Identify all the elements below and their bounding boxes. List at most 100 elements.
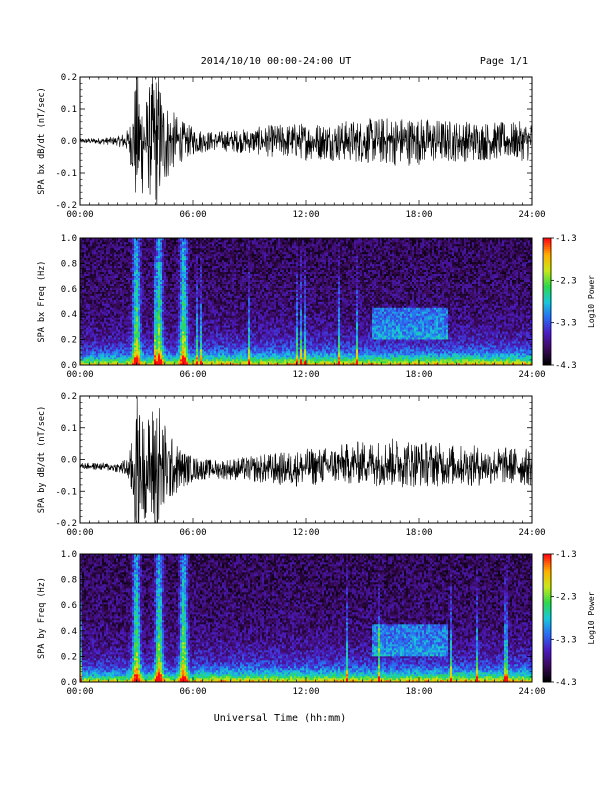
spectrogram-cell: [110, 349, 113, 352]
spectrogram-cell: [142, 251, 145, 255]
spectrogram-cell: [118, 261, 121, 265]
spectrogram-cell: [146, 283, 149, 286]
spectrogram-cell: [224, 359, 227, 362]
spectrogram-cell: [146, 305, 149, 308]
spectrogram-cell: [120, 309, 123, 312]
spectrogram-cell: [210, 317, 213, 320]
spectrogram-cell: [162, 357, 165, 360]
spectrogram-cell: [128, 285, 131, 288]
spectrogram-cell: [226, 265, 229, 269]
spectrogram-cell: [216, 265, 219, 269]
spectrogram-cell: [178, 281, 181, 284]
spectrogram-cell: [158, 321, 161, 324]
spectrogram-cell: [218, 271, 221, 275]
spectrogram-cell: [226, 275, 229, 278]
spectrogram-cell: [168, 299, 171, 302]
spectrogram-cell: [184, 253, 187, 257]
spectrogram-cell: [186, 263, 189, 267]
spectrogram-cell: [132, 309, 135, 312]
spectrogram-cell: [196, 327, 199, 330]
spectrogram-cell: [142, 317, 145, 320]
spectrogram-cell: [118, 249, 121, 253]
spectrogram-cell: [208, 297, 211, 300]
spectrogram-cell: [180, 287, 183, 290]
spectrogram-cell: [92, 359, 95, 362]
spectrogram-cell: [226, 243, 229, 247]
spectrogram-cell: [120, 315, 123, 318]
spectrogram-cell: [162, 359, 165, 362]
spectrogram-cell: [104, 261, 107, 265]
spectrogram-cell: [82, 261, 85, 265]
spectrogram-cell: [172, 313, 175, 316]
spectrogram-cell: [90, 297, 93, 300]
spectrogram-cell: [222, 255, 225, 259]
spectrogram-cell: [104, 277, 107, 280]
spectrogram-cell: [170, 295, 173, 298]
spectrogram-cell: [140, 285, 143, 288]
spectrogram-cell: [192, 283, 195, 286]
spectrogram-cell: [80, 335, 83, 338]
spectrogram-cell: [90, 337, 93, 340]
spectrogram-cell: [142, 307, 145, 310]
spectrogram-cell: [206, 277, 209, 280]
spectrogram-cell: [222, 269, 225, 273]
spectrogram-cell: [190, 289, 193, 292]
spectrogram-cell: [124, 238, 127, 241]
spectrogram-cell: [82, 343, 85, 346]
spectrogram-cell: [150, 309, 153, 312]
spectrogram-cell: [168, 317, 171, 320]
spectrogram-cell: [218, 289, 221, 292]
spectrogram-cell: [94, 295, 97, 298]
spectrogram-cell: [196, 287, 199, 290]
spectrogram-cell: [228, 275, 231, 278]
spectrogram-cell: [106, 353, 109, 356]
spectrogram-cell: [80, 363, 83, 365]
spectrogram-cell: [222, 291, 225, 294]
spectrogram-cell: [116, 263, 119, 267]
spectrogram-cell: [188, 267, 191, 271]
spectrogram-cell: [218, 299, 221, 302]
spectrogram-cell: [84, 305, 87, 308]
spectrogram-cell: [138, 267, 141, 271]
spectrogram-cell: [84, 269, 87, 273]
spectrogram-cell: [224, 309, 227, 312]
spectrogram-cell: [224, 281, 227, 284]
spectrogram-cell: [216, 323, 219, 326]
spectrogram-cell: [192, 301, 195, 304]
spectrogram-cell: [112, 341, 115, 344]
spectrogram-cell: [100, 295, 103, 298]
spectrogram-cell: [178, 241, 181, 245]
x-tick-label: 24:00: [518, 210, 545, 220]
spectrogram-cell: [204, 263, 207, 267]
spectrogram-cell: [80, 269, 83, 273]
spectrogram-cell: [130, 265, 133, 269]
spectrogram-cell: [194, 245, 197, 249]
spectrogram-cell: [94, 337, 97, 340]
spectrogram-cell: [122, 243, 125, 247]
spectrogram-cell: [90, 339, 93, 342]
spectrogram-cell: [182, 241, 185, 245]
spectrogram-cell: [132, 341, 135, 344]
spectrogram-cell: [88, 349, 91, 352]
spectrogram-cell: [96, 301, 99, 304]
spectrogram-cell: [196, 273, 199, 276]
spectrogram-cell: [92, 349, 95, 352]
spectrogram-cell: [184, 361, 187, 364]
spectrogram-cell: [192, 255, 195, 259]
spectrogram-cell: [210, 283, 213, 286]
spectrogram-cell: [168, 255, 171, 259]
spectrogram-cell: [128, 279, 131, 282]
spectrogram-cell: [112, 355, 115, 358]
spectrogram-cell: [230, 313, 233, 316]
spectrogram-cell: [116, 269, 119, 273]
spectrogram-cell: [214, 351, 217, 354]
spectrogram-cell: [140, 257, 143, 261]
spectrogram-cell: [214, 305, 217, 308]
spectrogram-cell: [184, 363, 187, 365]
spectrogram-cell: [144, 337, 147, 340]
spectrogram-cell: [226, 273, 229, 276]
spectrogram-cell: [150, 275, 153, 278]
spectrogram-cell: [212, 331, 215, 334]
spectrogram-cell: [158, 361, 161, 364]
spectrogram-cell: [126, 359, 129, 362]
